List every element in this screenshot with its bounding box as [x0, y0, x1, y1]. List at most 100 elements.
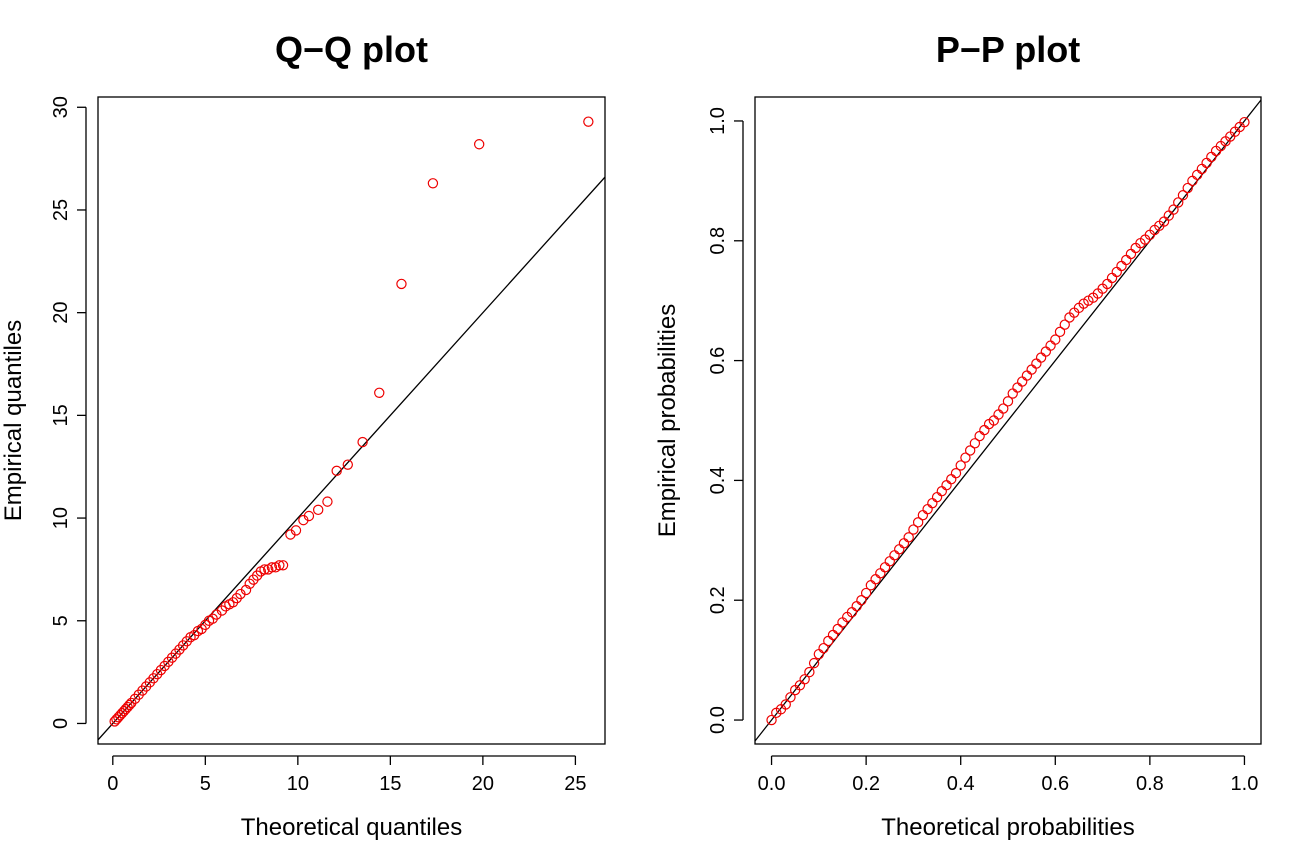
pp-data-point — [1121, 254, 1132, 266]
qq-data-point — [303, 510, 315, 522]
pp-data-point — [1016, 376, 1028, 387]
pp-data-point — [1059, 319, 1070, 330]
qq-y-tick-label: 5 — [50, 615, 72, 626]
pp-data-point — [1163, 210, 1174, 221]
pp-data-point — [974, 430, 985, 442]
pp-x-tick-label: 0.4 — [947, 773, 975, 795]
qq-plot-frame — [97, 96, 606, 745]
qq-y-tick-label: 0 — [50, 718, 72, 729]
pp-data-point — [1206, 151, 1217, 163]
pp-data-point — [823, 635, 834, 647]
pp-data-point — [922, 503, 933, 515]
qq-data-point — [259, 564, 270, 575]
pp-data-point — [1168, 204, 1179, 215]
pp-data-point — [1045, 340, 1056, 351]
pp-data-point — [912, 517, 924, 528]
pp-data-point — [851, 601, 862, 612]
pp-data-point — [818, 642, 829, 654]
qq-y-tick-label: 15 — [50, 404, 72, 426]
pp-x-tick-label: 0.6 — [1041, 773, 1069, 795]
qq-x-axis: 0 5 10 15 20 25 — [107, 755, 587, 795]
pp-x-axis: 0.0 0.2 0.4 0.6 0.8 1.0 — [758, 755, 1258, 795]
pp-data-point — [856, 595, 867, 606]
pp-y-axis: 0.0 0.2 0.4 0.6 0.8 1.0 — [707, 107, 744, 734]
pp-data-point — [1040, 346, 1052, 357]
pp-data-point — [884, 556, 895, 567]
pp-data-point — [894, 544, 905, 555]
pp-data-point — [766, 714, 777, 726]
pp-data-point — [785, 692, 796, 703]
pp-data-point — [1031, 358, 1042, 369]
pp-x-tick-label: 0.8 — [1136, 773, 1164, 795]
pp-data-point — [808, 657, 820, 669]
qq-x-tick-label: 25 — [564, 773, 586, 795]
pp-data-point — [1177, 190, 1189, 201]
qq-data-point — [124, 699, 135, 711]
qq-x-tick-label: 20 — [472, 773, 494, 795]
qq-y-axis-label: Empirical quantiles — [0, 320, 27, 521]
pp-data-point — [936, 485, 947, 497]
pp-y-tick-label: 1.0 — [707, 107, 729, 135]
qq-data-point — [277, 560, 289, 571]
pp-y-tick-label: 0.6 — [707, 347, 729, 375]
pp-data-point — [1187, 175, 1198, 187]
pp-data-point — [827, 629, 839, 641]
pp-data-point — [813, 648, 825, 660]
pp-data-point — [1002, 396, 1014, 407]
pp-data-point — [1050, 334, 1061, 345]
pp-data-point — [908, 524, 919, 535]
pp-data-point — [780, 699, 791, 710]
qq-x-tick-label: 15 — [379, 773, 401, 795]
pp-plot-frame — [754, 96, 1262, 745]
qq-data-point — [357, 436, 368, 448]
pp-y-tick-label: 0.8 — [707, 227, 729, 255]
qq-plot-title: Q−Q plot — [275, 29, 428, 70]
qq-data-point — [274, 560, 285, 571]
pp-data-point — [1106, 272, 1118, 284]
qq-y-axis: 0 5 10 15 20 25 30 — [50, 96, 87, 729]
pp-data-point — [993, 409, 1004, 420]
qq-points — [109, 116, 594, 727]
qq-x-tick-label: 0 — [107, 773, 118, 795]
qq-data-point — [583, 116, 594, 127]
pp-data-point — [998, 403, 1009, 414]
qq-x-axis-label: Theoretical quantiles — [241, 814, 462, 841]
pp-data-point — [960, 452, 971, 463]
qq-data-point — [473, 139, 485, 150]
pp-data-point — [889, 550, 900, 561]
pp-data-point — [950, 468, 962, 479]
pp-data-point — [1125, 248, 1137, 260]
qq-data-point — [240, 584, 252, 596]
qq-y-tick-label: 25 — [50, 199, 72, 221]
qq-data-point — [374, 387, 385, 398]
pp-data-point — [903, 532, 914, 543]
pp-data-point — [927, 497, 938, 509]
pp-data-point — [837, 617, 848, 628]
pp-data-point — [1021, 370, 1033, 381]
pp-data-point — [941, 480, 952, 491]
pp-y-tick-label: 0.2 — [707, 586, 729, 614]
qq-y-tick-label: 10 — [50, 507, 72, 529]
qq-data-point — [312, 504, 324, 516]
pp-data-point — [870, 574, 881, 585]
qq-plot-panel: Q−Q plot 0 5 10 15 20 25 0 5 10 15 20 25 30 Theoret… — [0, 29, 606, 841]
pp-data-point — [969, 438, 981, 449]
pp-data-point — [804, 666, 815, 678]
pp-data-point — [860, 587, 872, 599]
qq-data-point — [290, 525, 302, 536]
qq-x-tick-label: 5 — [200, 773, 211, 795]
pp-data-point — [832, 623, 843, 635]
pp-x-axis-label: Theoretical probabilities — [881, 814, 1134, 841]
pp-data-point — [946, 474, 957, 485]
pp-plot-title: P−P plot — [936, 29, 1080, 70]
qq-data-point — [331, 465, 342, 477]
qq-data-point — [322, 496, 333, 507]
pp-data-point — [1196, 163, 1208, 175]
pp-data-point — [931, 491, 943, 503]
pp-data-point — [1054, 326, 1066, 338]
pp-data-point — [898, 538, 910, 549]
pp-data-point — [1201, 157, 1212, 169]
pp-data-point — [1026, 364, 1037, 375]
qq-y-tick-label: 20 — [50, 302, 72, 324]
